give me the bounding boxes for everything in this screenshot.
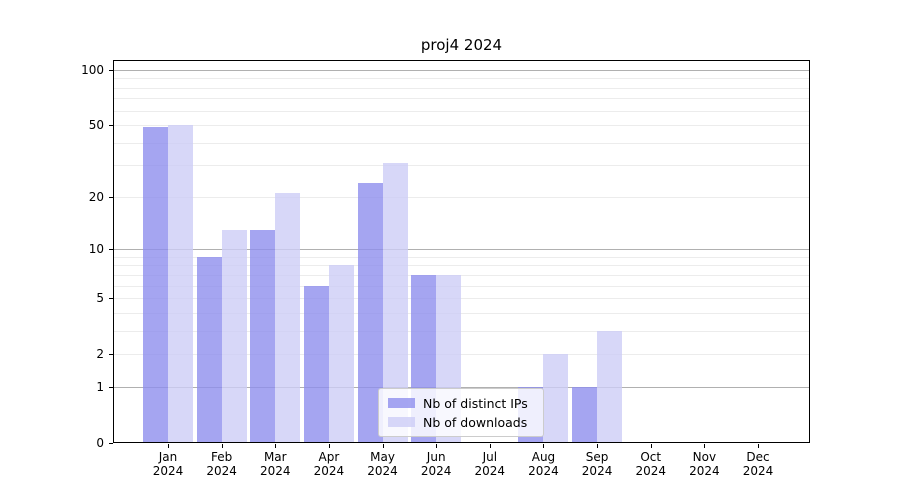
- y-tick-label: 100: [81, 62, 104, 77]
- bar-downloads: [221, 229, 247, 442]
- x-tick-mark: [222, 444, 223, 448]
- x-tick-label: Jun 2024: [420, 450, 452, 478]
- bar-downloads: [597, 330, 623, 442]
- x-tick-label: Nov 2024: [689, 450, 720, 478]
- minor-gridline: [113, 143, 810, 144]
- bar-distinct-ips: [196, 256, 222, 442]
- chart-title: proj4 2024: [420, 36, 503, 54]
- minor-gridline: [113, 88, 810, 89]
- y-tick-mark: [109, 197, 113, 198]
- legend-label-distinct-ips: Nb of distinct IPs: [423, 395, 528, 411]
- legend-entry-downloads: Nb of downloads: [379, 415, 543, 430]
- major-gridline: [113, 249, 810, 250]
- y-tick-label: 5: [96, 291, 104, 306]
- minor-gridline: [113, 257, 810, 258]
- legend-entry-distinct-ips: Nb of distinct IPs: [379, 396, 543, 411]
- minor-gridline: [113, 286, 810, 287]
- x-tick-label: Oct 2024: [635, 450, 666, 478]
- bar-distinct-ips: [143, 126, 168, 442]
- y-tick-mark: [109, 70, 113, 71]
- x-tick-mark: [168, 444, 169, 448]
- x-tick-label: Apr 2024: [313, 450, 345, 478]
- y-tick-label: 1: [96, 379, 104, 394]
- x-tick-mark: [383, 444, 384, 448]
- x-tick-mark: [758, 444, 759, 448]
- legend-swatch-distinct-ips: [388, 398, 415, 408]
- x-tick-mark: [597, 444, 598, 448]
- bar-distinct-ips: [572, 386, 598, 442]
- y-tick-mark: [109, 125, 113, 126]
- minor-gridline: [113, 98, 810, 99]
- bar-distinct-ips: [250, 229, 276, 442]
- y-tick-mark: [109, 387, 113, 388]
- y-tick-mark: [109, 298, 113, 299]
- minor-gridline: [113, 125, 810, 126]
- x-tick-label: Sep 2024: [581, 450, 613, 478]
- bar-downloads: [168, 125, 193, 442]
- x-tick-label: Aug 2024: [528, 450, 559, 478]
- minor-gridline: [113, 197, 810, 198]
- x-tick-mark: [436, 444, 437, 448]
- y-tick-label: 2: [96, 347, 104, 362]
- minor-gridline: [113, 275, 810, 276]
- bar-downloads: [543, 354, 569, 442]
- y-tick-mark: [109, 249, 113, 250]
- x-tick-mark: [275, 444, 276, 448]
- y-tick-mark: [109, 354, 113, 355]
- legend-swatch-downloads: [388, 417, 415, 427]
- y-tick-mark: [109, 443, 113, 444]
- x-tick-label: Jul 2024: [474, 450, 506, 478]
- minor-gridline: [113, 313, 810, 314]
- minor-gridline: [113, 78, 810, 79]
- bar-downloads: [275, 193, 301, 442]
- major-gridline: [113, 387, 810, 388]
- minor-gridline: [113, 265, 810, 266]
- legend-label-downloads: Nb of downloads: [423, 414, 528, 430]
- legend: Nb of distinct IPs Nb of downloads: [378, 388, 544, 437]
- x-tick-mark: [651, 444, 652, 448]
- bar-distinct-ips: [303, 285, 329, 442]
- major-gridline: [113, 70, 810, 71]
- minor-gridline: [113, 331, 810, 332]
- x-tick-label: Feb 2024: [206, 450, 237, 478]
- x-tick-mark: [490, 444, 491, 448]
- bar-downloads: [328, 265, 354, 442]
- x-tick-label: Mar 2024: [259, 450, 291, 478]
- y-tick-label: 10: [88, 242, 104, 257]
- x-tick-label: May 2024: [367, 450, 398, 478]
- minor-gridline: [113, 354, 810, 355]
- minor-gridline: [113, 111, 810, 112]
- x-tick-mark: [704, 444, 705, 448]
- y-tick-label: 0: [96, 436, 104, 450]
- x-tick-mark: [543, 444, 544, 448]
- y-tick-label: 20: [88, 189, 104, 204]
- minor-gridline: [113, 298, 810, 299]
- minor-gridline: [113, 165, 810, 166]
- x-tick-label: Jan 2024: [152, 450, 184, 478]
- x-tick-label: Dec 2024: [742, 450, 774, 478]
- x-tick-mark: [329, 444, 330, 448]
- y-tick-label: 50: [88, 118, 104, 133]
